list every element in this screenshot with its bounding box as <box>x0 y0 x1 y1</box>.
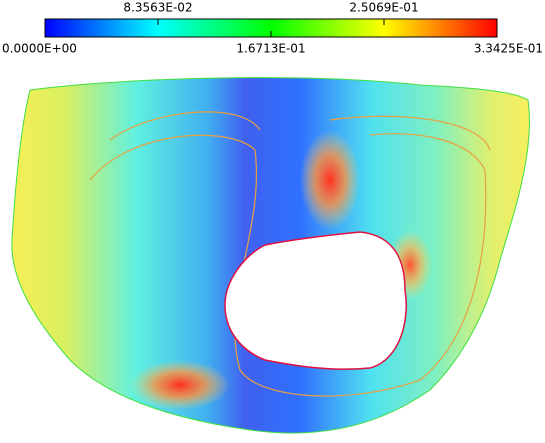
tick-label: 3.3425E-01 <box>474 42 543 56</box>
tick-label: 8.3563E-02 <box>123 1 192 15</box>
hole-boundary <box>224 231 407 370</box>
domain-boundary <box>11 77 530 434</box>
contour-field <box>11 77 530 434</box>
tick-label: 2.5069E-01 <box>349 1 418 15</box>
tick-label: 0.0000E+00 <box>2 42 77 56</box>
hot-spot <box>130 360 230 410</box>
contour-line <box>109 111 491 151</box>
contour-line <box>89 133 487 397</box>
colorbar: 0.0000E+00 8.3563E-02 1.6713E-01 2.5069E-01… <box>2 1 543 56</box>
hot-spot <box>300 130 360 230</box>
tick-label: 1.6713E-01 <box>236 42 305 56</box>
